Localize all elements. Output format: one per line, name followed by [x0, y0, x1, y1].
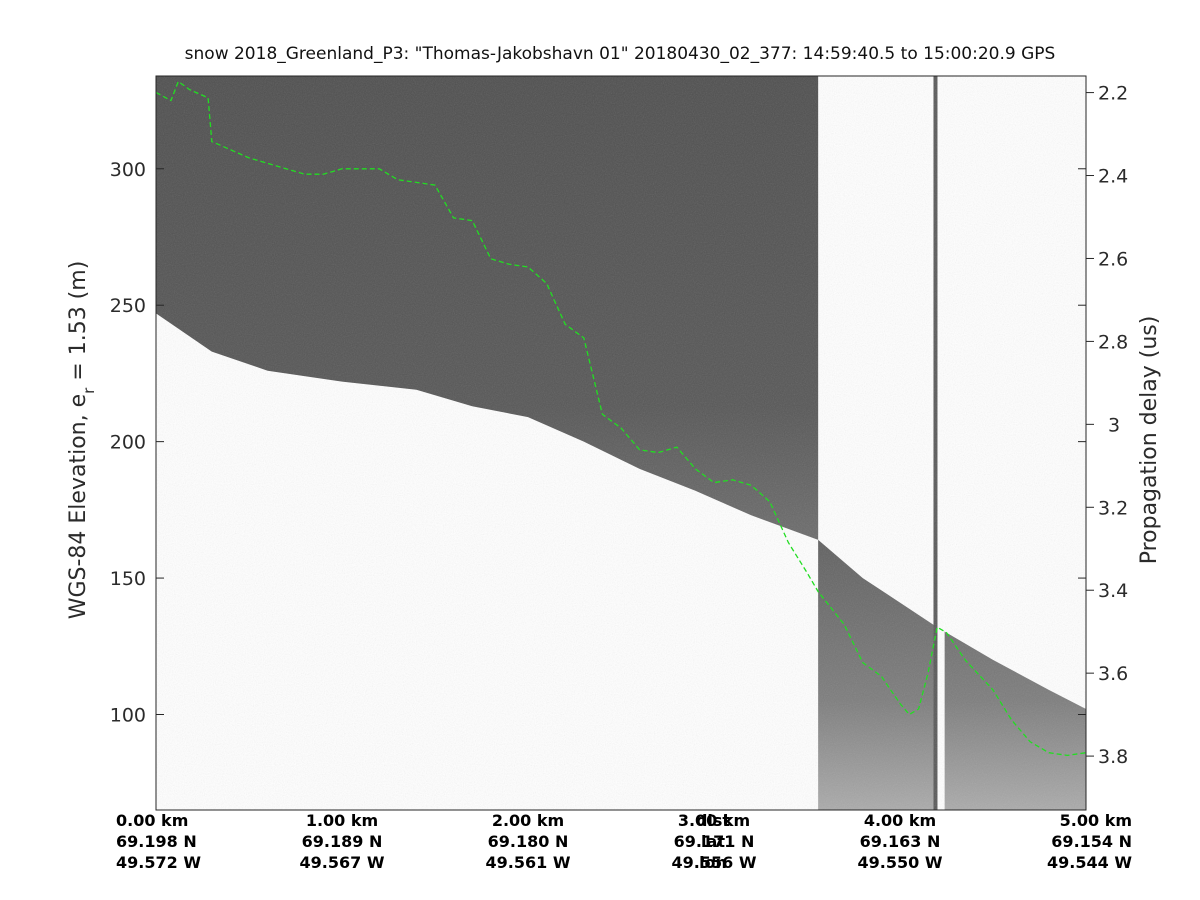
x-dist-label: 4.00 km [864, 811, 936, 830]
x-lat-label: 69.180 N [488, 832, 569, 851]
x-lat-label: 69.154 N [1051, 832, 1132, 851]
x-dist-label: 5.00 km [1060, 811, 1132, 830]
x-lon-label: 49.544 W [1047, 853, 1132, 872]
right-tick-label: 3.4 [1098, 580, 1128, 602]
left-tick-label: 300 [110, 159, 146, 181]
x-axis-labels: 0.00 km 69.198 N 49.572 W 1.00 km 69.189 N 49… [116, 811, 1132, 872]
right-tick-label: 3.6 [1098, 663, 1128, 685]
surface-pick-line [156, 80, 1086, 757]
x-dist-label: 2.00 km [492, 811, 564, 830]
x-lon-label: 49.556 W [672, 853, 757, 872]
right-axis: 2.2 2.4 2.6 2.8 3 3.2 3.4 3.6 3.8 [1086, 83, 1128, 768]
left-tick-label: 200 [110, 432, 146, 454]
right-tick-label: 2.8 [1098, 331, 1128, 353]
right-tick-label: 3.8 [1098, 746, 1128, 768]
x-lat-label: 69.189 N [302, 832, 383, 851]
right-tick-label: 2.2 [1098, 83, 1128, 105]
right-tick-label: 2.4 [1098, 166, 1128, 188]
right-tick-label: 3.2 [1098, 497, 1128, 519]
x-dist-label: 3.00 km [678, 811, 750, 830]
x-lon-label: 49.550 W [858, 853, 943, 872]
x-dist-label: 0.00 km [116, 811, 188, 830]
right-tick-label: 3 [1108, 414, 1120, 436]
left-tick-label: 250 [110, 295, 146, 317]
left-axis: 300 250 200 150 100 [110, 159, 1086, 726]
chart-title: snow 2018_Greenland_P3: "Thomas-Jakobsha… [185, 44, 1056, 64]
x-lat-label: 69.198 N [116, 832, 197, 851]
x-row-name-dist: dist [696, 811, 730, 830]
x-dist-label: 1.00 km [306, 811, 378, 830]
x-lon-label: 49.561 W [486, 853, 571, 872]
echogram-image [156, 76, 1086, 810]
x-lat-label: 69.171 N [674, 832, 755, 851]
right-tick-label: 2.6 [1098, 248, 1128, 270]
plot-frame [155, 75, 1087, 811]
x-lat-label: 69.163 N [860, 832, 941, 851]
left-tick-label: 150 [110, 568, 146, 590]
speckle-texture [156, 76, 1086, 810]
x-row-name-lon: lon [699, 853, 727, 872]
left-axis-title: WGS-84 Elevation, er = 1.53 (m) [66, 261, 98, 620]
left-tick-label: 100 [110, 704, 146, 726]
x-lon-label: 49.567 W [300, 853, 385, 872]
x-row-name-lat: lat [701, 832, 725, 851]
right-axis-title: Propagation delay (us) [1137, 316, 1162, 565]
x-lon-label: 49.572 W [116, 853, 201, 872]
